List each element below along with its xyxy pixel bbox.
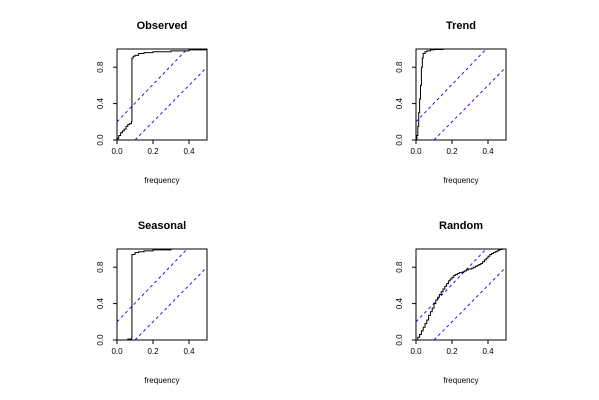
cumulative-periodogram-line bbox=[117, 49, 208, 141]
y-tick-label: 0.0 bbox=[395, 334, 404, 346]
x-tick-label: 0.2 bbox=[147, 147, 159, 156]
y-tick-label: 0.8 bbox=[395, 261, 404, 273]
plot-frame bbox=[116, 48, 208, 141]
x-tick-label: 0.4 bbox=[482, 347, 494, 356]
y-tick-label: 0.8 bbox=[96, 61, 105, 73]
plot-frame bbox=[415, 48, 507, 141]
confidence-band-line-lower bbox=[134, 66, 208, 141]
panel-trend: Trend 0.0 0.2 0.4 0.0 0.4 0.8 frequency bbox=[395, 20, 507, 185]
panel-observed: Observed 0.0 0.2 0.4 0.0 0.4 0.8 frequency bbox=[96, 20, 208, 185]
x-tick-label: 0.2 bbox=[446, 147, 458, 156]
x-tick-label: 0.0 bbox=[111, 147, 123, 156]
x-tick-label: 0.4 bbox=[183, 147, 195, 156]
y-tick-label: 0.0 bbox=[395, 134, 404, 146]
x-tick-label: 0.0 bbox=[410, 147, 422, 156]
confidence-band-line-lower bbox=[433, 266, 507, 341]
plot-frame bbox=[116, 248, 208, 341]
x-axis-label: frequency bbox=[144, 376, 179, 385]
y-tick-label: 0.4 bbox=[395, 297, 404, 309]
y-tick-label: 0.8 bbox=[395, 61, 404, 73]
panel-title: Observed bbox=[137, 20, 188, 32]
confidence-band-line-lower bbox=[433, 66, 507, 141]
x-axis-label: frequency bbox=[443, 176, 478, 185]
confidence-band-line-upper bbox=[116, 48, 188, 123]
panel-random: Random 0.0 0.2 0.4 0.0 0.4 0.8 frequency bbox=[395, 220, 507, 385]
panel-seasonal: Seasonal 0.0 0.2 0.4 0.0 0.4 0.8 frequency bbox=[96, 220, 208, 385]
x-tick-label: 0.2 bbox=[147, 347, 159, 356]
confidence-band-line-upper bbox=[415, 248, 487, 323]
panel-title: Trend bbox=[446, 20, 476, 32]
x-tick-label: 0.2 bbox=[446, 347, 458, 356]
x-axis-label: frequency bbox=[443, 376, 478, 385]
x-tick-label: 0.4 bbox=[482, 147, 494, 156]
y-tick-label: 0.0 bbox=[96, 134, 105, 146]
y-tick-label: 0.4 bbox=[96, 297, 105, 309]
x-tick-label: 0.0 bbox=[111, 347, 123, 356]
confidence-band-line-lower bbox=[134, 266, 208, 341]
cumulative-periodogram-line bbox=[117, 248, 207, 341]
confidence-band-line-upper bbox=[116, 248, 188, 323]
y-tick-label: 0.4 bbox=[96, 97, 105, 109]
y-tick-label: 0.0 bbox=[96, 334, 105, 346]
x-axis-label: frequency bbox=[144, 176, 179, 185]
y-tick-label: 0.8 bbox=[96, 261, 105, 273]
plot-frame bbox=[415, 248, 507, 341]
x-tick-label: 0.4 bbox=[183, 347, 195, 356]
x-tick-label: 0.0 bbox=[410, 347, 422, 356]
cumulative-periodogram-line bbox=[416, 48, 506, 141]
cumulative-periodogram-line bbox=[416, 248, 506, 341]
panel-title: Random bbox=[439, 220, 483, 232]
panel-title: Seasonal bbox=[138, 220, 186, 232]
confidence-band-line-upper bbox=[415, 48, 487, 123]
y-tick-label: 0.4 bbox=[395, 97, 404, 109]
